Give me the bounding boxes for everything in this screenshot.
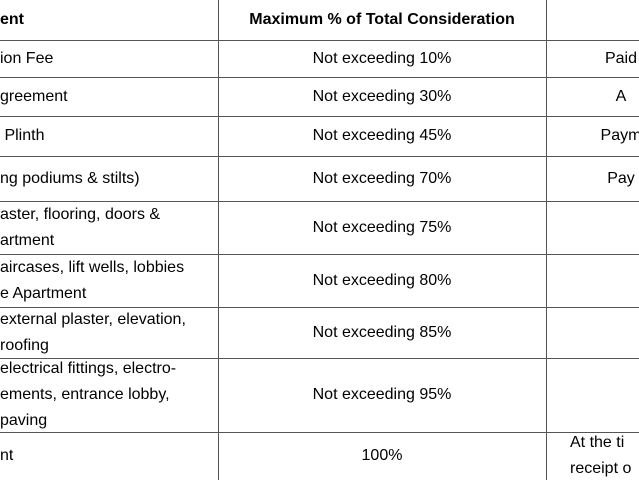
stage-cell: nt bbox=[0, 432, 218, 480]
stage-cell: greement bbox=[0, 77, 218, 116]
stage-cell: ng podiums & stilts) bbox=[0, 156, 218, 201]
percent-text: Not exceeding 45% bbox=[312, 127, 452, 144]
stage-cell: external plaster, elevation, roofing bbox=[0, 307, 218, 358]
note-cell: Paym bbox=[546, 116, 639, 156]
percent-cell: Not exceeding 95% bbox=[218, 358, 546, 432]
percent-cell: Not exceeding 80% bbox=[218, 254, 546, 307]
stage-text: ng podiums & stilts) bbox=[0, 169, 140, 187]
stage-text: artment bbox=[0, 231, 55, 249]
header-text: Maximum % of Total Consideration bbox=[249, 11, 515, 28]
stage-text: ements, entrance lobby, bbox=[0, 386, 170, 403]
percent-text: Not exceeding 75% bbox=[312, 218, 452, 236]
row-border bbox=[0, 116, 639, 117]
note-cell: Paid bbox=[546, 40, 639, 77]
percent-cell: Not exceeding 30% bbox=[218, 77, 546, 116]
percent-text: Not exceeding 30% bbox=[312, 87, 452, 105]
stage-cell: aircases, lift wells, lobbies e Apartment bbox=[0, 254, 218, 307]
row-border bbox=[0, 201, 639, 202]
header-cell: Maximum % of Total Consideration bbox=[218, 0, 546, 40]
stage-cell: Plinth bbox=[0, 116, 218, 156]
note-cell: Pay bbox=[546, 156, 639, 201]
stage-text: aster, flooring, doors & bbox=[0, 205, 161, 223]
percent-cell: Not exceeding 45% bbox=[218, 116, 546, 156]
percent-text: Not exceeding 70% bbox=[312, 169, 452, 187]
stage-cell: aster, flooring, doors & artment bbox=[0, 201, 218, 254]
percent-text: Not exceeding 95% bbox=[312, 386, 452, 403]
percent-cell: Not exceeding 85% bbox=[218, 307, 546, 358]
header-text: ent bbox=[0, 11, 24, 28]
stage-text: greement bbox=[0, 87, 68, 105]
note-text: At the ti bbox=[570, 434, 625, 451]
row-border bbox=[0, 358, 639, 359]
note-text: Pay bbox=[607, 169, 635, 187]
percent-cell: Not exceeding 75% bbox=[218, 201, 546, 254]
row-border bbox=[0, 307, 639, 308]
stage-text: external plaster, elevation, bbox=[0, 310, 186, 328]
note-cell: A bbox=[546, 77, 639, 116]
row-border bbox=[0, 77, 639, 78]
stage-text: paving bbox=[0, 412, 48, 429]
note-cell: At the ti receipt o bbox=[546, 432, 639, 480]
stage-text: Plinth bbox=[0, 127, 45, 144]
row-border bbox=[0, 156, 639, 157]
stage-text: electrical fittings, electro- bbox=[0, 360, 177, 377]
note-text: receipt o bbox=[570, 460, 632, 477]
stage-text: roofing bbox=[0, 336, 49, 354]
note-text: A bbox=[615, 87, 627, 105]
percent-text: Not exceeding 80% bbox=[312, 271, 452, 289]
stage-cell: electrical fittings, electro-ements, ent… bbox=[0, 358, 218, 432]
percent-text: Not exceeding 10% bbox=[312, 49, 452, 67]
stage-cell: ion Fee bbox=[0, 40, 218, 77]
percent-cell: 100% bbox=[218, 432, 546, 480]
column-border bbox=[218, 0, 219, 480]
stage-text: e Apartment bbox=[0, 284, 87, 302]
stage-text: ion Fee bbox=[0, 49, 54, 67]
stage-text: aircases, lift wells, lobbies bbox=[0, 258, 185, 276]
percent-cell: Not exceeding 10% bbox=[218, 40, 546, 77]
row-border bbox=[0, 40, 639, 41]
column-border bbox=[546, 0, 547, 480]
note-text: Paid bbox=[604, 49, 638, 67]
row-border bbox=[0, 432, 639, 433]
stage-text: nt bbox=[0, 447, 14, 464]
percent-text: 100% bbox=[361, 447, 403, 464]
header-cell: ent bbox=[0, 0, 218, 40]
percent-cell: Not exceeding 70% bbox=[218, 156, 546, 201]
note-text: Paym bbox=[600, 127, 639, 144]
row-border bbox=[0, 254, 639, 255]
percent-text: Not exceeding 85% bbox=[312, 323, 452, 341]
